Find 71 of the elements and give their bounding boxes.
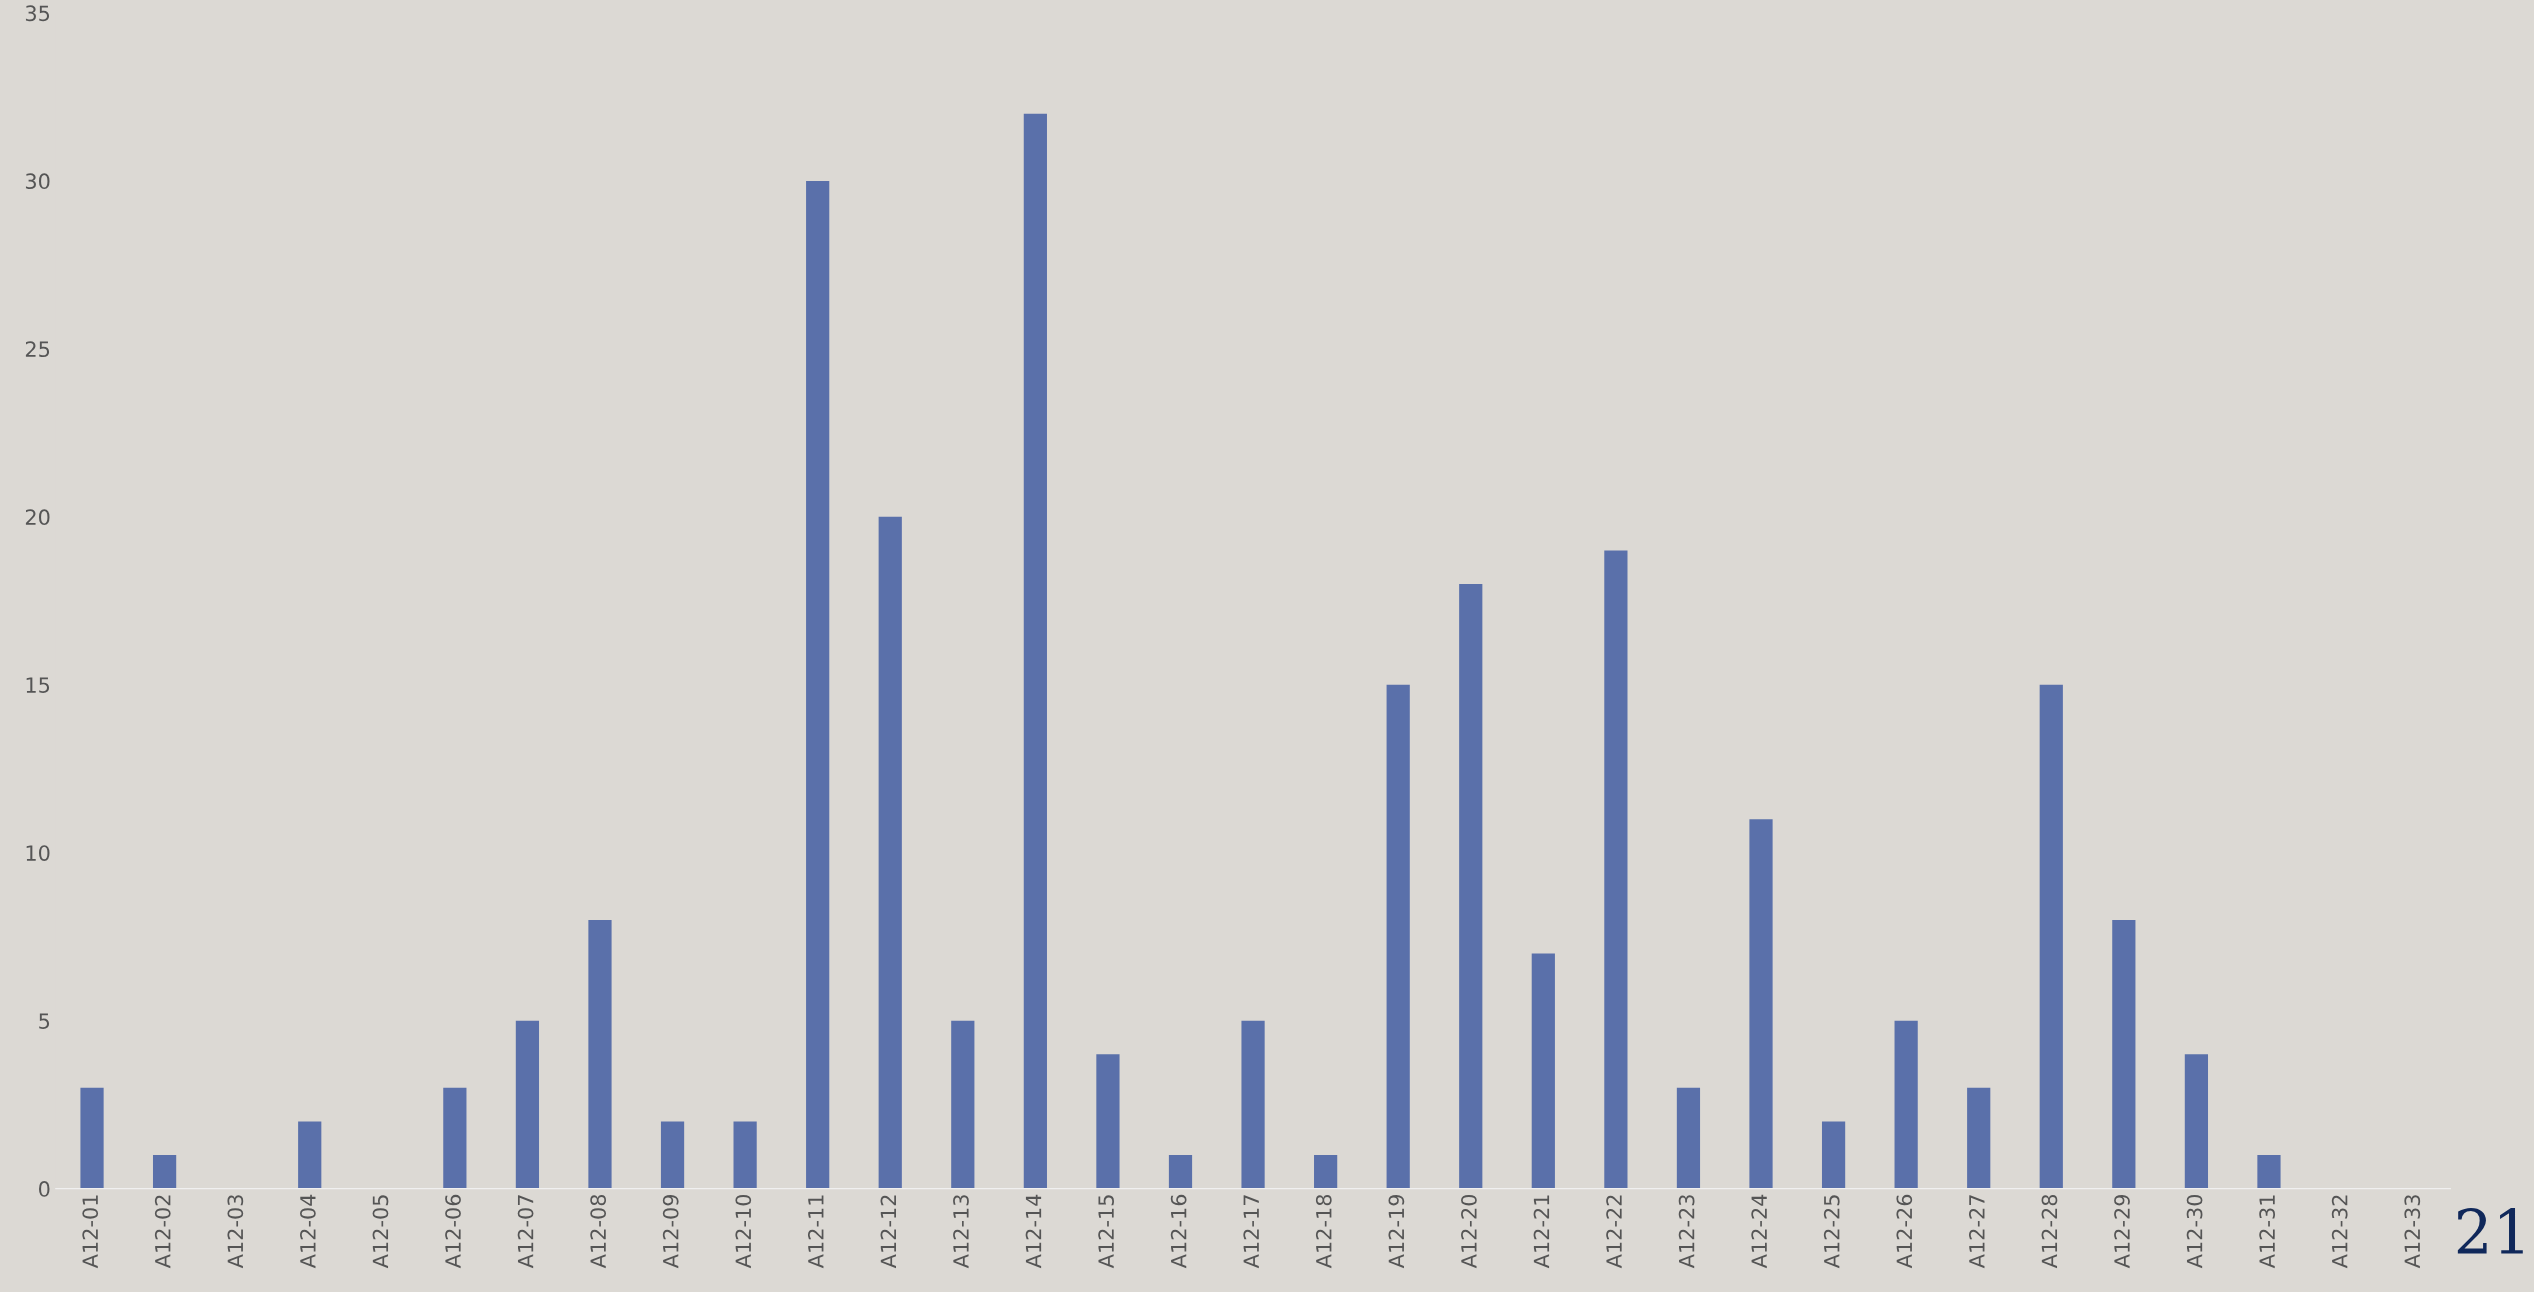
x-tick-label: A12-30 (2186, 1194, 2203, 1269)
x-tick-label: A12-27 (1968, 1195, 1985, 1269)
bar (1531, 953, 1555, 1189)
x-tick-label: A12-28 (2041, 1194, 2058, 1269)
x-tick-label: A12-01 (82, 1195, 99, 1269)
x-tick-label: A12-04 (300, 1194, 316, 1269)
x-tick-label: A12-08 (590, 1194, 607, 1269)
x-tick-label: A12-25 (1823, 1195, 1840, 1269)
bar (1459, 583, 1483, 1189)
x-tick-label: A12-14 (1025, 1194, 1042, 1269)
x-tick-label: A12-23 (1678, 1195, 1695, 1269)
x-tick-label: A12-07 (517, 1195, 534, 1269)
x-tick-label: A12-13 (953, 1195, 969, 1269)
x-tick-label: A12-16 (1170, 1194, 1187, 1269)
x-tick-label: A12-21 (1533, 1195, 1550, 1269)
x-tick-label: A12-22 (1606, 1195, 1622, 1269)
bar (1096, 1054, 1120, 1189)
x-tick-label: A12-33 (2404, 1195, 2421, 1269)
x-tick-label: A12-32 (2331, 1195, 2348, 1269)
x-tick-label: A12-19 (1388, 1194, 1405, 1269)
x-tick-label: A12-24 (1751, 1194, 1767, 1269)
x-tick-label: A12-02 (154, 1195, 171, 1269)
y-tick-label: 15 (26, 677, 50, 693)
bar (806, 180, 830, 1189)
x-tick-label: A12-15 (1098, 1195, 1114, 1269)
y-tick-label: 25 (25, 341, 50, 358)
bar (1967, 1087, 1991, 1189)
bar (1314, 1155, 1338, 1189)
y-tick-label: 35 (25, 5, 50, 22)
y-tick-label: 20 (25, 509, 50, 526)
bar (878, 516, 902, 1189)
x-tick-label: A12-10 (735, 1194, 752, 1269)
text: 21 (2457, 1208, 2523, 1254)
bar (298, 1121, 322, 1189)
y-tick-label: 0 (39, 1181, 50, 1197)
bar (1894, 1020, 1918, 1189)
bar (951, 1020, 975, 1189)
bar (588, 919, 612, 1189)
bar (733, 1121, 757, 1189)
bar (2184, 1054, 2209, 1189)
bar (1676, 1087, 1701, 1189)
x-tick-label: A12-20 (1461, 1194, 1477, 1269)
bar (660, 1121, 685, 1189)
x-tick-label: A12-12 (880, 1195, 896, 1269)
bar (2112, 919, 2136, 1189)
x-tick-label: A12-26 (1896, 1194, 1913, 1269)
bar (1241, 1020, 1265, 1189)
x-tick-label: A12-17 (1243, 1195, 1259, 1269)
bar (1168, 1155, 1193, 1189)
x-tick-label: A12-09 (662, 1194, 679, 1269)
bar (2257, 1155, 2281, 1189)
y-tick-label: 10 (26, 845, 50, 861)
bar (152, 1155, 177, 1189)
x-tick-label: A12-03 (227, 1195, 244, 1269)
bar (1604, 550, 1628, 1189)
x-tick-label: A12-05 (372, 1195, 389, 1269)
bar (443, 1087, 467, 1189)
bar (1821, 1121, 1846, 1189)
bar (2039, 684, 2063, 1189)
x-tick-label: A12-31 (2259, 1195, 2276, 1269)
bar (1749, 819, 1773, 1189)
x-tick-label: A12-29 (2114, 1194, 2130, 1269)
bar (1023, 113, 1047, 1189)
y-tick-label: 30 (25, 173, 50, 190)
x-tick-label: A12-18 (1315, 1194, 1332, 1269)
bar (515, 1020, 540, 1189)
x-tick-label: A12-11 (807, 1195, 824, 1269)
x-tick-label: A12-06 (445, 1194, 461, 1269)
bar (80, 1087, 104, 1189)
y-tick-label: 5 (39, 1013, 50, 1029)
bar (1386, 684, 1410, 1189)
